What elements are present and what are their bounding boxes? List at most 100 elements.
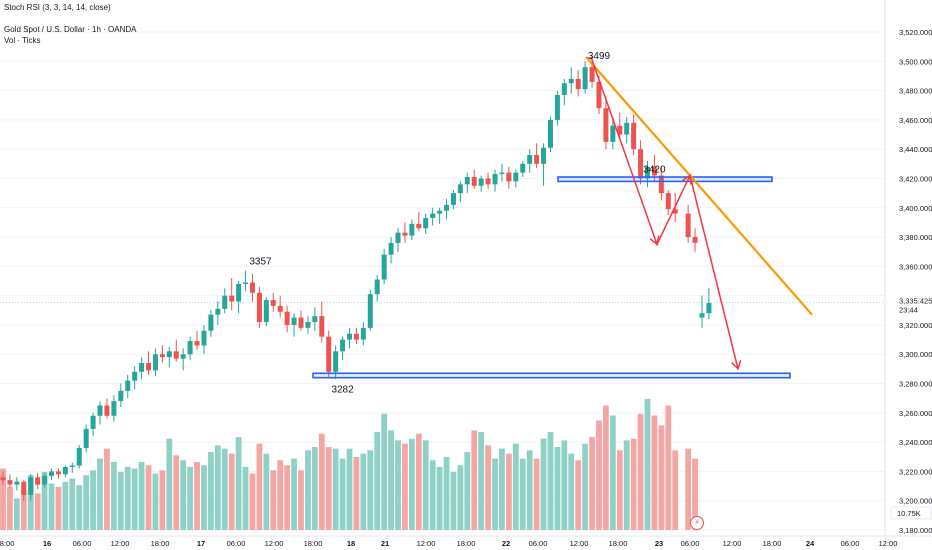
price-annotation: 3420 [643,164,666,175]
candle-body [42,475,48,485]
volume-bar [104,448,110,530]
time-tick-label: 18 [347,539,355,548]
candle-body [222,295,228,309]
volume-bar [651,415,658,530]
price-annotation: 3357 [249,257,272,268]
candle-body [437,210,443,214]
volume-bar [311,447,318,530]
volume-bar [346,448,353,530]
volume-bar [547,432,554,530]
volume-bar [256,443,263,530]
volume-bar [90,470,96,530]
volume-bar [603,405,609,530]
price-tick-label: 3,200.000 [899,497,932,506]
candle-body [69,465,75,468]
volume-bar [145,465,152,530]
price-tick-label: 3,320.000 [899,321,932,330]
candle-body [347,333,352,340]
volume-bar [117,471,124,530]
candle-body [139,363,145,372]
price-tick-label: 3,380.000 [899,233,932,242]
volume-bar [381,413,388,530]
volume-bar [124,466,131,530]
time-tick-label: 18:00 [609,539,628,548]
candle-body [270,300,276,306]
candle-body [672,209,678,214]
candle-body [263,300,269,323]
price-annotation: 3282 [331,385,354,396]
price-tick-label: 3,240.000 [899,438,932,447]
candle-body [111,401,117,416]
volume-bar [69,478,76,530]
volume-bar [623,440,630,530]
volume-bar [13,498,20,530]
candle-body [194,341,200,346]
arrow-head [649,235,660,246]
volume-bar [443,456,450,530]
volume-bar [540,438,547,530]
candle-body [513,172,519,182]
volume-bar [526,450,533,530]
volume-bar [436,466,443,530]
time-tick-label: 12:00 [417,539,436,548]
candle-body [430,213,436,219]
candle-body [291,317,297,325]
candle-body [277,305,283,312]
volume-bar [672,450,679,530]
volume-badge-label: 10.75K [897,509,921,518]
time-axis[interactable]: 18:00 16 06:00 12:00 18:00 17 06:00 12:00 18:00 1… [0,539,897,548]
candle-body [568,78,574,84]
volume-bar [692,458,698,530]
candle-body [624,122,630,135]
volume-bar [180,460,187,530]
volume-bar [20,490,27,530]
candle-body [644,166,650,179]
candle-body [256,292,262,323]
price-badge-bg [891,293,932,314]
candle-body [173,351,179,359]
price-tick-label: 3,520.000 [899,28,932,37]
volume-bar [568,453,575,530]
volume-bar [665,405,672,530]
volume-bar [249,473,256,530]
volume-bar [582,443,589,530]
volume-bar [48,483,55,530]
price-axis[interactable]: 3,520.000 3,500.000 3,480.000 3,460.000 3,44… [899,28,932,535]
candle-body [76,447,82,466]
price-annotation: 3499 [588,51,611,62]
time-tick-label: 06:00 [227,539,246,548]
candle-body [582,67,588,90]
candle-body [166,351,172,358]
volume-bar [263,453,270,530]
time-tick-label: 18:00 [151,539,170,548]
volume-bar [554,447,561,530]
lightning-icon[interactable]: ⚡ [690,516,704,530]
price-tick-label: 3,480.000 [899,87,932,96]
time-tick-label: 18:00 [304,539,323,548]
volume-bar [450,471,457,530]
symbol-title[interactable]: Gold Spot / U.S. Dollar · 1h · OANDA [4,25,137,34]
candle-body [485,178,491,185]
time-tick-label: 12:00 [265,539,284,548]
candle-body [388,242,394,255]
volume-bar [464,451,471,530]
candle-body [229,295,235,302]
volume-bar [353,456,360,530]
candle-body [146,363,152,371]
volume-bar [658,425,665,530]
volume-bar [616,450,623,530]
time-tick-label: 23 [655,539,663,548]
indicator-title[interactable]: Stoch RSI (3, 3, 14, 14, close) [4,3,111,12]
volume-title[interactable]: Vol · Ticks [4,36,41,45]
volume-bar [596,420,602,530]
volume-bar [27,475,34,530]
volume-bar [332,448,339,530]
candle-body [118,390,124,402]
candle-body [658,175,664,194]
price-tick-label: 3,180.000 [899,526,932,535]
candle-body [21,481,27,495]
price-tick-label: 3,260.000 [899,409,932,418]
price-tick-label: 3,500.000 [899,57,932,66]
